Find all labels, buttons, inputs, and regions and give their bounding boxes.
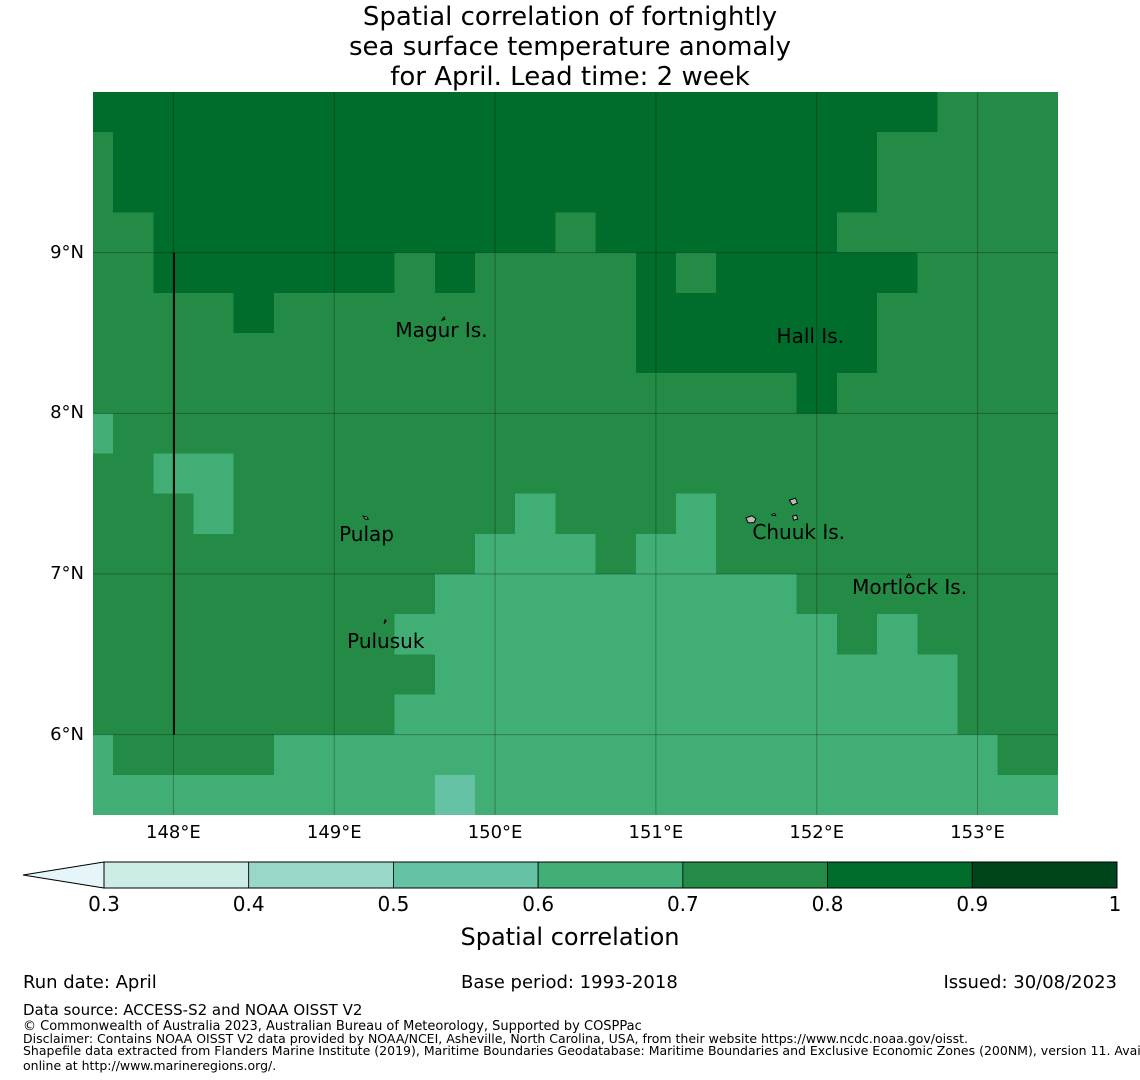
correlation-cell-3 (153, 212, 837, 253)
correlation-cell-25 (273, 734, 998, 775)
correlation-cell-1 (93, 92, 938, 133)
island-outline-6 (792, 514, 799, 521)
correlation-cell-14 (193, 493, 234, 534)
correlation-cell-6 (233, 292, 274, 333)
correlation-cell-12 (93, 413, 114, 454)
colorbar-bin-5 (827, 861, 973, 889)
shapefile-credit-2: online at http://www.marineregions.org/. (23, 1058, 277, 1073)
colorbar-frame (103, 861, 1118, 889)
correlation-cell-9 (676, 252, 717, 293)
longitude-label: 149°E (306, 822, 362, 843)
longitude-label: 153°E (950, 822, 1005, 843)
latitude-label: 9°N (50, 241, 84, 263)
longitude-label: 148°E (146, 822, 201, 843)
place-label: Mortlock Is. (852, 574, 968, 599)
colorbar-bin-1 (248, 861, 394, 889)
title-line-2: sea surface temperature anomaly (349, 32, 791, 62)
colorbar-label: Spatial correlation (460, 923, 680, 951)
colorbar-tick-label: 0.7 (666, 892, 699, 916)
colorbar-tick-label: 0.3 (88, 892, 120, 916)
colorbar-tick-label: 0.5 (377, 892, 410, 916)
correlation-cell-23 (394, 694, 958, 735)
colorbar-tick-label: 0.4 (232, 892, 265, 916)
island-outlines (362, 316, 912, 625)
colorbar-bin-0 (103, 861, 250, 889)
correlation-cell-2 (113, 132, 878, 213)
colorbar-extend-arrow (22, 861, 105, 889)
place-label: Pulap (339, 521, 394, 546)
colorbar-tick-label: 0.9 (956, 892, 989, 916)
island-outline-1 (362, 515, 370, 520)
colorbar-bin-2 (393, 861, 539, 889)
colorbar-tick-label: 0.6 (522, 892, 555, 916)
correlation-cell-11 (796, 373, 837, 414)
correlation-cell-10 (635, 292, 878, 374)
place-label: Pulusuk (347, 629, 425, 654)
correlation-cell-22 (434, 654, 958, 695)
title-line-1: Spatial correlation of fortnightly (362, 2, 778, 32)
map-title: Spatial correlation of fortnightly sea s… (0, 2, 1140, 92)
correlation-cell-13 (153, 453, 234, 494)
island-outline-0 (440, 316, 446, 322)
colorbar-tick-label: 1 (1108, 892, 1122, 916)
colorbar-bin-3 (537, 861, 684, 889)
place-label: Magur Is. (395, 317, 488, 342)
graticule (93, 92, 1058, 815)
correlation-cell-21 (877, 614, 918, 655)
data-source: Data source: ACCESS-S2 and NOAA OISST V2 (23, 1001, 363, 1019)
island-outline-3 (745, 515, 757, 524)
longitude-label: 152°E (789, 822, 845, 843)
correlation-cell-20 (394, 614, 837, 655)
colorbar-bin-4 (682, 861, 828, 889)
longitude-label: 150°E (467, 822, 523, 843)
colorbar (22, 861, 1118, 889)
island-outline-5 (788, 497, 799, 506)
latitude-label: 6°N (50, 723, 84, 745)
correlation-cell-5 (153, 252, 395, 293)
latitude-label: 8°N (50, 402, 84, 424)
island-outline-7 (905, 573, 912, 578)
correlation-cell-17 (474, 533, 596, 574)
correlation-cell-18 (635, 533, 717, 574)
colorbar-bin-6 (971, 861, 1118, 889)
longitude-label: 151°E (628, 822, 684, 843)
island-outline-2 (383, 618, 387, 625)
correlation-cell-4 (555, 212, 596, 253)
run-date: Run date: April (23, 972, 157, 993)
issued-date: Issued: 30/08/2023 (943, 972, 1117, 993)
colorbar-tick-label: 0.8 (811, 892, 844, 916)
island-outline-4 (770, 512, 777, 517)
correlation-cell-7 (434, 252, 475, 293)
correlation-grid (93, 92, 1058, 815)
place-label: Hall Is. (776, 324, 844, 349)
correlation-cell-27 (434, 774, 475, 815)
correlation-cell-16 (676, 493, 717, 534)
correlation-cell-26 (93, 774, 1058, 815)
place-label: Chuuk Is. (752, 520, 846, 545)
correlation-cell-15 (515, 493, 556, 534)
base-period: Base period: 1993-2018 (461, 972, 678, 993)
copyright-notice: © Commonwealth of Australia 2023, Austra… (23, 1019, 642, 1034)
correlation-cell-19 (434, 574, 797, 615)
latitude-label: 7°N (50, 563, 84, 584)
shapefile-credit-1: Shapefile data extracted from Flanders M… (23, 1043, 1140, 1058)
disclaimer: Disclaimer: Contains NOAA OISST V2 data … (23, 1031, 968, 1046)
correlation-cell-24 (93, 734, 114, 775)
title-line-3: for April. Lead time: 2 week (390, 62, 750, 92)
